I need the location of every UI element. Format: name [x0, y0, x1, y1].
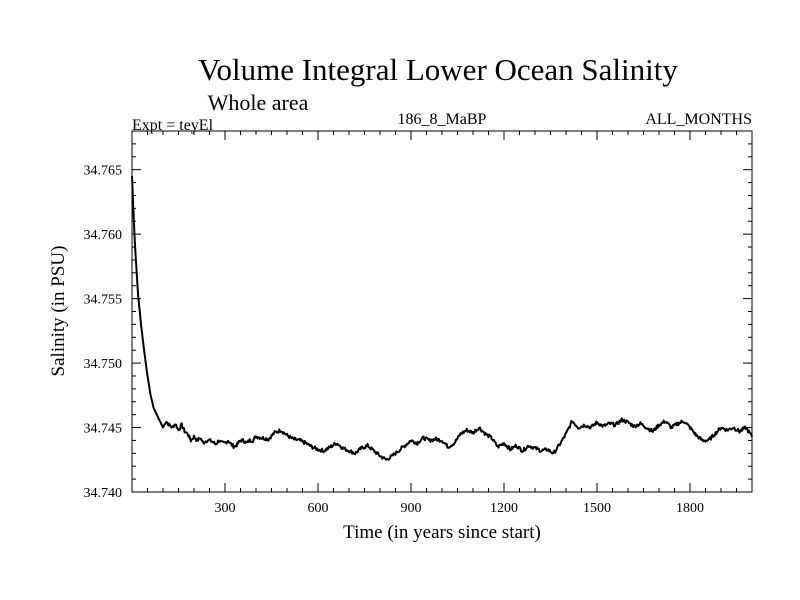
- y-axis-label: Salinity (in PSU): [48, 246, 69, 377]
- y-tick-label: 34.765: [84, 164, 123, 179]
- period-label: ALL_MONTHS: [645, 111, 752, 128]
- x-tick-label: 900: [401, 501, 422, 516]
- chart-title: Volume Integral Lower Ocean Salinity: [198, 52, 678, 87]
- x-tick-label: 1200: [490, 501, 518, 516]
- x-tick-label: 300: [215, 501, 236, 516]
- y-tick-label: 34.740: [84, 486, 123, 501]
- salinity-series-line: [131, 176, 753, 461]
- y-tick-label: 34.760: [84, 228, 123, 243]
- y-axis: 34.740 34.745 34.750 34.755 34.760 34.765: [84, 143, 752, 501]
- x-axis: 300 600 900 1200 1500 1800: [147, 131, 737, 516]
- chart-subtitle: Whole area: [208, 90, 309, 115]
- x-tick-label: 1500: [583, 501, 611, 516]
- run-label: 186_8_MaBP: [398, 111, 487, 128]
- x-axis-label: Time (in years since start): [343, 522, 541, 543]
- x-tick-label: 600: [308, 501, 329, 516]
- x-tick-label: 1800: [676, 501, 704, 516]
- expt-label: Expt = teyEl: [132, 117, 214, 134]
- y-tick-label: 34.755: [84, 293, 123, 308]
- y-tick-label: 34.750: [84, 357, 123, 372]
- y-tick-label: 34.745: [84, 422, 123, 437]
- plot-frame: [131, 130, 753, 493]
